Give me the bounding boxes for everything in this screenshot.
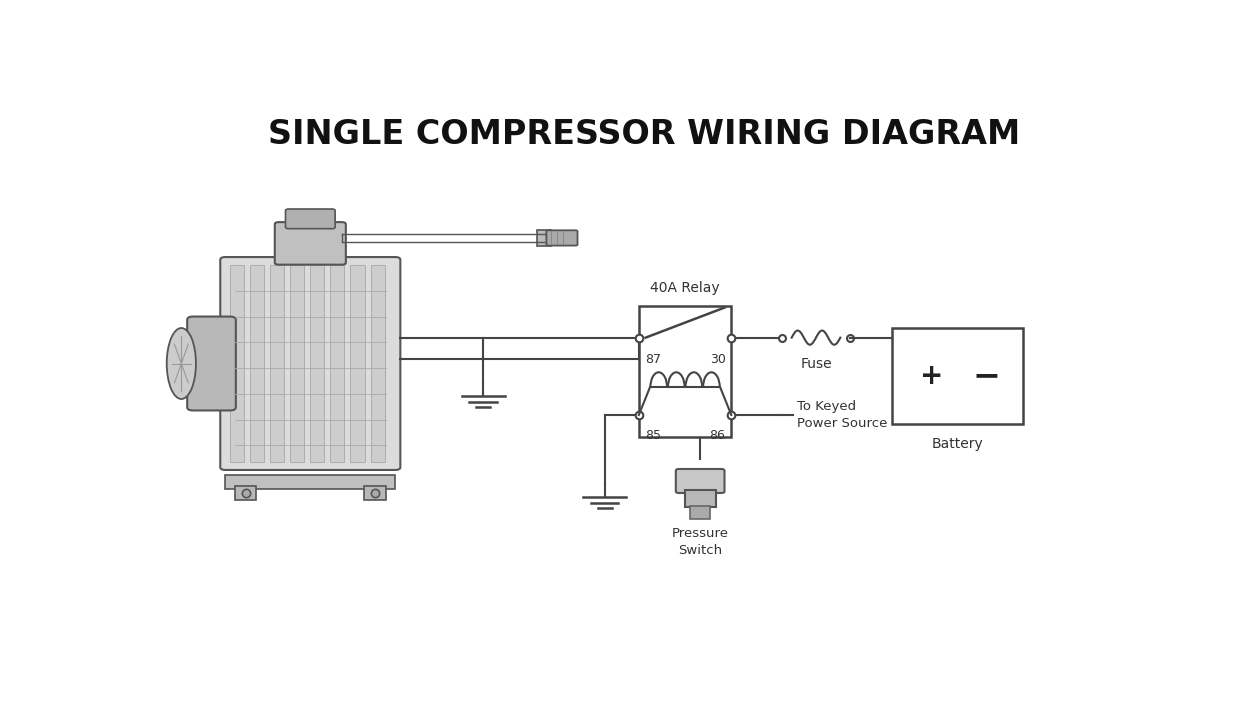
Text: −: − (972, 359, 1001, 392)
Bar (270, 265, 284, 462)
Text: Fuse: Fuse (800, 357, 831, 371)
FancyBboxPatch shape (187, 316, 236, 411)
Text: 30: 30 (710, 353, 726, 366)
Ellipse shape (167, 328, 196, 399)
Bar (330, 265, 344, 462)
Bar (235, 486, 256, 500)
FancyBboxPatch shape (275, 222, 345, 264)
Bar (225, 476, 396, 489)
Bar (364, 486, 386, 500)
Bar (371, 265, 384, 462)
Text: +: + (919, 362, 943, 390)
Bar (639, 306, 731, 437)
Text: 85: 85 (644, 428, 661, 442)
Bar (310, 265, 324, 462)
Bar (290, 265, 304, 462)
Text: 40A Relay: 40A Relay (651, 281, 720, 295)
Text: SINGLE COMPRESSOR WIRING DIAGRAM: SINGLE COMPRESSOR WIRING DIAGRAM (268, 118, 1020, 151)
Bar (250, 265, 264, 462)
Bar (350, 265, 364, 462)
Text: 87: 87 (644, 353, 661, 366)
FancyBboxPatch shape (220, 257, 401, 470)
FancyBboxPatch shape (546, 230, 578, 245)
FancyBboxPatch shape (691, 506, 710, 519)
FancyBboxPatch shape (285, 209, 335, 229)
FancyBboxPatch shape (676, 469, 725, 493)
Text: Pressure
Switch: Pressure Switch (672, 527, 728, 557)
Text: 86: 86 (710, 428, 726, 442)
Text: Battery: Battery (932, 437, 983, 451)
FancyBboxPatch shape (685, 490, 716, 507)
Bar (230, 265, 244, 462)
Bar (536, 230, 551, 246)
Text: To Keyed
Power Source: To Keyed Power Source (798, 400, 888, 430)
Bar (892, 328, 1024, 423)
